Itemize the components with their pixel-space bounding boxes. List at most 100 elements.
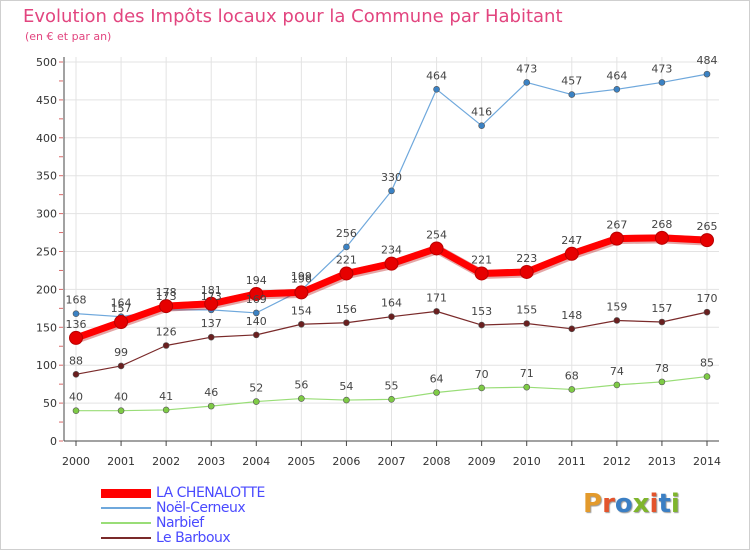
data-label: 126: [156, 325, 177, 338]
x-tick-label: 2006: [332, 455, 360, 468]
y-tick-label: 150: [36, 321, 57, 334]
data-point: [654, 230, 669, 245]
data-point: [658, 79, 666, 86]
data-point: [207, 402, 215, 410]
legend-swatch: [101, 488, 151, 498]
data-label: 159: [606, 300, 627, 313]
y-tick-label: 200: [36, 283, 57, 296]
data-label: 464: [606, 69, 627, 82]
data-label: 173: [156, 290, 177, 303]
data-label: 156: [336, 303, 357, 316]
legend-swatch: [101, 507, 151, 509]
logo-letter: P: [583, 489, 603, 519]
y-tick-label: 400: [36, 132, 57, 145]
data-point: [433, 389, 440, 396]
data-label: 473: [516, 62, 537, 75]
data-label: 46: [204, 386, 218, 399]
data-point: [613, 317, 621, 324]
data-point: [564, 246, 579, 261]
data-point: [72, 310, 80, 317]
x-tick-label: 2005: [287, 455, 315, 468]
data-label: 157: [111, 302, 132, 315]
data-label: 484: [697, 54, 718, 67]
data-label: 40: [114, 391, 128, 404]
data-label: 154: [291, 304, 312, 317]
data-label: 56: [294, 379, 308, 392]
data-label: 178: [156, 286, 177, 299]
data-point: [658, 378, 666, 386]
y-tick-label: 350: [36, 170, 57, 183]
data-label: 169: [246, 293, 267, 306]
data-label: 164: [111, 297, 132, 310]
data-label: 78: [655, 362, 669, 375]
data-label: 99: [114, 346, 128, 359]
x-tick-label: 2010: [513, 455, 541, 468]
data-point: [568, 91, 576, 98]
data-point: [252, 331, 260, 339]
data-label: 55: [385, 379, 399, 392]
x-tick-label: 2007: [378, 455, 406, 468]
x-tick-label: 2011: [558, 455, 586, 468]
data-point: [252, 309, 260, 317]
chart-title: Evolution des Impôts locaux pour la Comm…: [23, 6, 563, 27]
y-tick-label: 250: [36, 246, 57, 259]
data-label: 164: [381, 297, 402, 310]
y-tick-label: 50: [43, 397, 57, 410]
data-point: [162, 342, 170, 349]
chart-subtitle: (en € et par an): [25, 30, 112, 43]
data-point: [117, 407, 125, 414]
data-point: [523, 383, 531, 391]
data-point: [609, 231, 624, 246]
data-point: [298, 395, 305, 402]
logo-letter: i: [649, 489, 659, 519]
line-chart: 0 50 100 150 200 250 300 350 400 450 500 2000 2001 20…: [36, 53, 737, 468]
data-point: [568, 386, 576, 393]
data-point: [159, 299, 174, 314]
legend-swatch: [101, 537, 151, 539]
y-tick-label: 450: [36, 94, 57, 107]
data-point: [117, 362, 125, 370]
data-point: [474, 266, 489, 281]
data-label: 267: [606, 219, 627, 232]
x-tick-label: 2000: [62, 455, 90, 468]
data-point: [700, 233, 714, 248]
data-point: [343, 243, 350, 251]
data-label: 171: [426, 291, 447, 304]
data-point: [294, 285, 309, 300]
data-label: 170: [697, 292, 718, 305]
logo-letter: r: [602, 489, 615, 519]
data-label: 85: [700, 357, 714, 370]
data-label: 221: [336, 253, 357, 266]
data-point: [72, 370, 80, 378]
data-label: 196: [291, 272, 312, 285]
data-label: 223: [516, 252, 537, 265]
data-point: [343, 319, 350, 327]
data-point: [384, 256, 399, 271]
data-label: 247: [561, 234, 582, 247]
data-point: [343, 396, 350, 404]
x-tick-label: 2009: [468, 455, 496, 468]
data-point: [433, 85, 440, 93]
x-tick-label: 2002: [152, 455, 180, 468]
data-label: 256: [336, 227, 357, 240]
data-label: 268: [651, 218, 672, 231]
logo-letter: t: [658, 489, 671, 519]
y-tick-label: 0: [50, 435, 57, 448]
data-label: 88: [69, 354, 83, 367]
data-point: [114, 314, 129, 329]
data-point: [519, 264, 534, 279]
data-point: [298, 320, 305, 328]
data-point: [658, 318, 666, 326]
legend-swatch: [101, 522, 151, 524]
data-point: [703, 308, 711, 316]
data-point: [703, 373, 711, 380]
data-label: 52: [249, 382, 263, 395]
data-point: [252, 398, 260, 405]
data-label: 168: [66, 294, 87, 307]
data-label: 136: [66, 318, 87, 331]
data-label: 70: [475, 368, 489, 381]
data-label: 234: [381, 244, 402, 257]
data-label: 71: [520, 367, 534, 380]
x-tick-label: 2013: [648, 455, 676, 468]
